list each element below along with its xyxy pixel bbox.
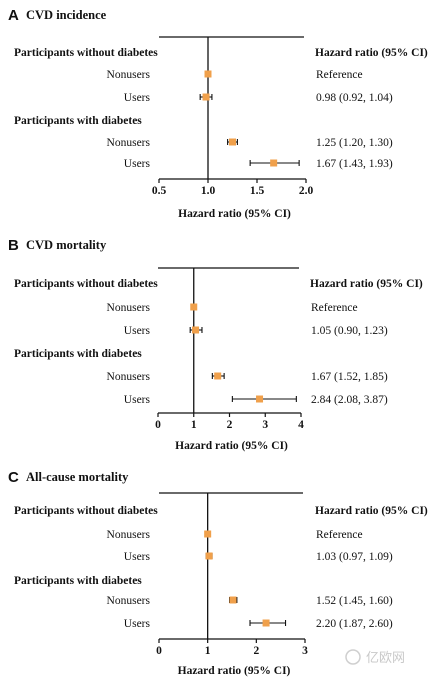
hr-text: Reference: [316, 529, 363, 541]
row-label: Nonusers: [107, 69, 151, 81]
panel-title: All-cause mortality: [26, 470, 129, 484]
x-axis-label: Hazard ratio (95% CI): [178, 208, 291, 220]
point-estimate: [270, 159, 278, 167]
group-label: Participants with diabetes: [14, 575, 142, 587]
point-estimate: [192, 326, 200, 334]
forest-panel-a: A CVD incidence Hazard ratio (95% CI) Parti…: [8, 7, 428, 220]
point-estimate: [262, 619, 270, 627]
hr-text: Reference: [311, 302, 358, 314]
point-estimate: [229, 138, 236, 146]
row-label: Users: [124, 92, 151, 104]
x-tick-label: 4: [298, 419, 304, 431]
row-label: Users: [124, 394, 151, 406]
watermark: 亿欧网: [345, 649, 405, 665]
panel-letter: C: [8, 469, 19, 486]
x-tick-label: 2.0: [299, 185, 314, 197]
row-label: Nonusers: [107, 137, 151, 149]
x-axis-label: Hazard ratio (95% CI): [175, 440, 288, 452]
x-tick-label: 0.5: [152, 185, 167, 197]
x-tick-label: 2: [253, 645, 259, 657]
row-label: Nonusers: [107, 302, 151, 314]
x-axis-label: Hazard ratio (95% CI): [178, 665, 291, 677]
hr-text: 1.67 (1.52, 1.85): [311, 371, 388, 383]
hr-text: Reference: [316, 69, 363, 81]
hr-text: 1.67 (1.43, 1.93): [316, 158, 393, 170]
x-tick-label: 2: [227, 419, 233, 431]
point-estimate: [214, 372, 222, 380]
row-label: Nonusers: [107, 595, 151, 607]
forest-panel-c: C All-cause mortality Hazard ratio (95% CI…: [8, 469, 428, 677]
row-label: Users: [124, 618, 151, 630]
row-label: Nonusers: [107, 371, 151, 383]
x-tick-label: 1.0: [201, 185, 216, 197]
forest-panel-b: B CVD mortality Hazard ratio (95% CI) Parti…: [8, 237, 423, 452]
point-estimate: [229, 596, 237, 604]
point-estimate: [205, 552, 213, 560]
point-estimate: [256, 395, 264, 403]
panel-title: CVD incidence: [26, 8, 107, 22]
row-label: Nonusers: [107, 529, 151, 541]
hr-text: 2.20 (1.87, 2.60): [316, 618, 393, 630]
point-estimate: [204, 530, 212, 538]
x-tick-label: 1: [191, 419, 197, 431]
row-label: Users: [124, 158, 151, 170]
x-tick-label: 3: [262, 419, 268, 431]
row-label: Users: [124, 551, 151, 563]
group-label: Participants with diabetes: [14, 348, 142, 360]
group-label: Participants without diabetes: [14, 505, 158, 517]
x-tick-label: 3: [302, 645, 308, 657]
point-estimate: [202, 93, 210, 101]
panel-letter: B: [8, 237, 19, 254]
point-estimate: [190, 303, 198, 311]
hr-text: 1.03 (0.97, 1.09): [316, 551, 393, 563]
x-tick-label: 0: [156, 645, 162, 657]
group-label: Participants with diabetes: [14, 115, 142, 127]
row-label: Users: [124, 325, 151, 337]
forest-panels: A CVD incidence Hazard ratio (95% CI) Parti…: [8, 7, 428, 677]
hr-text: 1.52 (1.45, 1.60): [316, 595, 393, 607]
panel-letter: A: [8, 7, 19, 24]
point-estimate: [204, 70, 212, 78]
hr-text: 1.25 (1.20, 1.30): [316, 137, 393, 149]
watermark-text: 亿欧网: [366, 650, 405, 665]
column-header: Hazard ratio (95% CI): [315, 505, 428, 517]
column-header: Hazard ratio (95% CI): [310, 278, 423, 290]
x-tick-label: 0: [155, 419, 161, 431]
hr-text: 1.05 (0.90, 1.23): [311, 325, 388, 337]
group-label: Participants without diabetes: [14, 47, 158, 59]
x-tick-label: 1.5: [250, 185, 265, 197]
x-tick-label: 1: [205, 645, 211, 657]
panel-title: CVD mortality: [26, 238, 107, 252]
hr-text: 0.98 (0.92, 1.04): [316, 92, 393, 104]
group-label: Participants without diabetes: [14, 278, 158, 290]
column-header: Hazard ratio (95% CI): [315, 47, 428, 59]
hr-text: 2.84 (2.08, 3.87): [311, 394, 388, 406]
